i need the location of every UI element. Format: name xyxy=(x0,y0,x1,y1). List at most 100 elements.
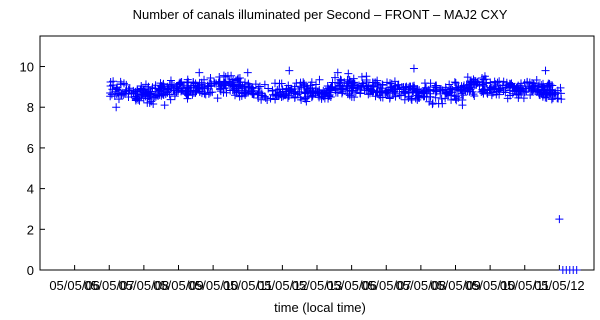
data-point xyxy=(512,90,521,99)
data-point xyxy=(480,72,489,81)
data-point xyxy=(528,86,537,95)
data-point xyxy=(313,88,322,97)
data-point xyxy=(237,91,246,100)
data-point xyxy=(197,78,206,87)
data-point xyxy=(176,78,185,87)
data-point xyxy=(522,87,531,96)
data-point xyxy=(404,88,413,97)
x-tick-label: 05/05/10 xyxy=(465,278,516,293)
data-point xyxy=(228,86,237,95)
data-point xyxy=(170,92,179,101)
data-point xyxy=(487,84,496,93)
data-point xyxy=(413,85,422,94)
data-point xyxy=(447,84,456,93)
data-point xyxy=(232,86,241,95)
data-point xyxy=(117,90,126,99)
data-point xyxy=(318,90,327,99)
data-point xyxy=(336,75,345,84)
data-point xyxy=(499,87,508,96)
data-point xyxy=(459,91,468,100)
data-point xyxy=(368,87,376,96)
data-point xyxy=(106,92,115,101)
data-point xyxy=(111,87,120,96)
data-point xyxy=(200,82,209,91)
data-point xyxy=(342,86,351,95)
x-tick-label: 05/05/08 xyxy=(119,278,170,293)
data-point xyxy=(343,90,352,99)
data-point xyxy=(244,88,253,97)
data-point xyxy=(300,79,309,88)
data-point xyxy=(438,99,447,108)
data-point xyxy=(119,79,128,88)
data-point xyxy=(437,94,446,103)
data-point xyxy=(371,92,380,101)
data-point xyxy=(556,83,565,92)
data-point xyxy=(520,88,529,97)
data-point xyxy=(106,77,115,86)
data-point xyxy=(115,86,124,95)
data-point xyxy=(543,81,552,90)
data-point xyxy=(331,73,340,82)
data-point xyxy=(269,90,278,99)
y-tick-label: 8 xyxy=(27,100,34,115)
data-point xyxy=(131,94,140,103)
data-point xyxy=(145,98,154,107)
data-point xyxy=(464,81,473,90)
data-point xyxy=(431,93,440,102)
data-point xyxy=(327,82,336,91)
data-point xyxy=(308,92,317,101)
data-point xyxy=(210,79,219,88)
data-point xyxy=(219,80,228,89)
data-point xyxy=(333,68,342,77)
data-point xyxy=(183,75,192,84)
data-point xyxy=(414,93,423,102)
data-point xyxy=(395,85,404,94)
data-point xyxy=(386,93,395,102)
data-point xyxy=(526,91,535,100)
data-point xyxy=(419,92,428,101)
data-point xyxy=(536,91,545,100)
data-point xyxy=(428,99,437,108)
data-point xyxy=(394,80,403,89)
x-axis: 05/05/0605/05/0705/05/0805/05/0905/05/10… xyxy=(49,265,585,293)
x-tick-label: 05/05/06 xyxy=(49,278,100,293)
data-point xyxy=(354,81,363,90)
data-point xyxy=(378,93,387,102)
data-point xyxy=(532,76,541,85)
data-point xyxy=(420,79,429,88)
data-point xyxy=(254,94,263,103)
x-tick-label: 05/05/09 xyxy=(153,278,204,293)
data-point xyxy=(384,89,393,98)
x-tick-label: 05/05/10 xyxy=(188,278,239,293)
data-point xyxy=(187,81,196,90)
data-point xyxy=(214,80,223,89)
data-point xyxy=(368,82,377,91)
data-point xyxy=(264,84,273,93)
data-point xyxy=(505,83,514,92)
data-point xyxy=(213,94,222,103)
data-point xyxy=(473,78,482,87)
data-point xyxy=(116,77,125,86)
data-point xyxy=(432,83,441,92)
data-point xyxy=(338,84,347,93)
y-axis: 0 2 4 6 8 10 xyxy=(20,60,45,278)
data-point xyxy=(166,95,175,104)
data-point xyxy=(248,89,257,98)
data-point xyxy=(257,89,266,98)
data-point xyxy=(255,82,264,91)
chart-title: Number of canals illuminated per Second … xyxy=(133,7,508,22)
data-point xyxy=(541,66,550,75)
data-point xyxy=(303,86,312,95)
data-point xyxy=(373,76,382,85)
data-point xyxy=(456,85,465,94)
y-tick-label: 0 xyxy=(27,263,34,278)
data-point xyxy=(457,89,466,98)
x-axis-label: time (local time) xyxy=(274,300,366,315)
data-point xyxy=(572,266,581,274)
x-tick-label: 05/05/11 xyxy=(500,278,550,293)
data-point xyxy=(129,86,138,95)
data-point xyxy=(157,84,166,93)
data-point xyxy=(156,85,165,94)
